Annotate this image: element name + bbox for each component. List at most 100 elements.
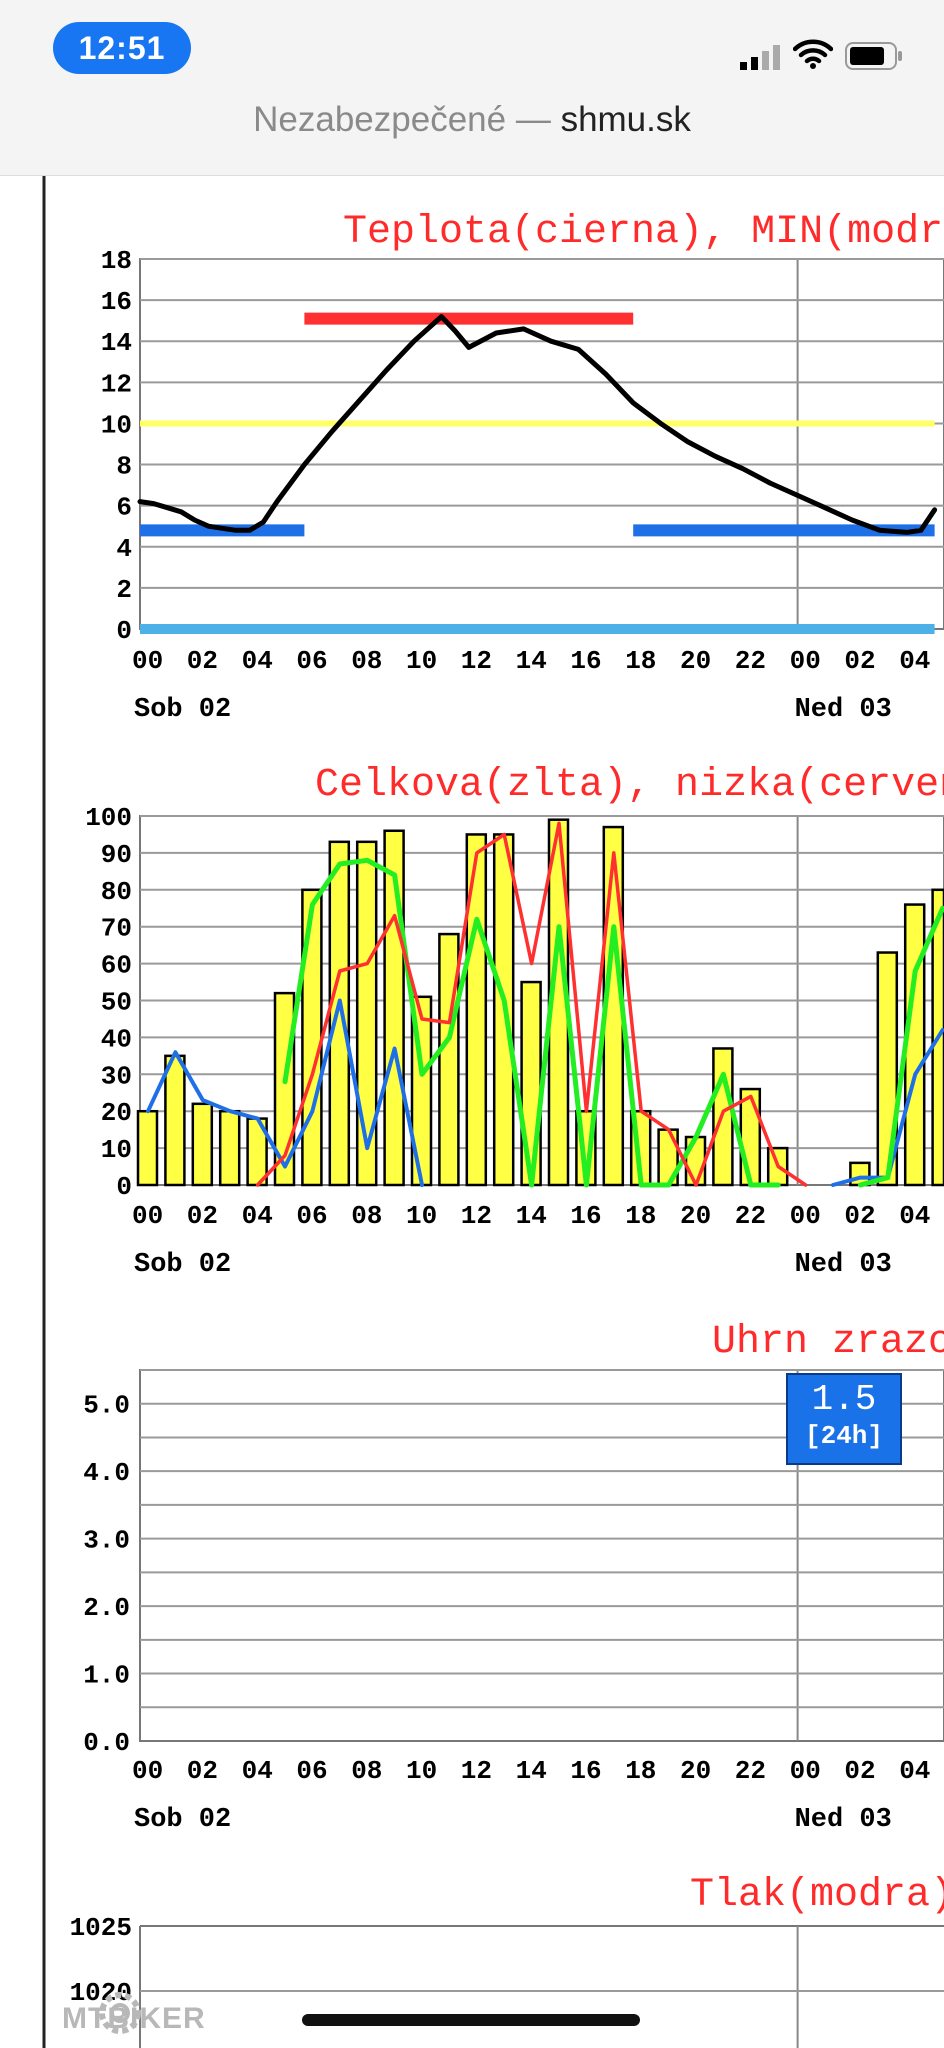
cloud-bar (191, 1102, 214, 1187)
y-tick-label: 12 (101, 369, 132, 399)
x-tick-label: 08 (351, 1756, 382, 1786)
y-tick-label: 14 (101, 328, 132, 358)
x-tick-label: 14 (516, 646, 547, 676)
y-tick-label: 0 (116, 1172, 132, 1202)
x-tick-label: 18 (625, 1756, 656, 1786)
x-tick-label: 02 (844, 1201, 875, 1231)
day-label: Sob 02 (134, 695, 231, 725)
wifi-icon (793, 39, 833, 69)
x-tick-label: 14 (516, 1756, 547, 1786)
x-tick-label: 04 (899, 1201, 930, 1231)
x-tick-label: 06 (296, 646, 327, 676)
x-tick-label: 10 (406, 646, 437, 676)
y-tick-label: 2.0 (83, 1593, 130, 1623)
y-tick-label: 0 (116, 616, 132, 646)
x-tick-label: 16 (570, 1756, 601, 1786)
url-host: shmu.sk (560, 100, 691, 139)
day-label: Ned 03 (795, 1805, 892, 1835)
y-tick-label: 1025 (70, 1913, 132, 1943)
x-tick-label: 22 (735, 1201, 766, 1231)
x-tick-label: 00 (790, 646, 821, 676)
rain-total-value: 1.5 (812, 1379, 877, 1420)
day-label: Ned 03 (795, 695, 892, 725)
y-tick-label: 8 (116, 452, 132, 482)
cellular-signal-icon (740, 45, 780, 70)
y-tick-label: 16 (101, 287, 132, 317)
x-tick-label: 16 (570, 1201, 601, 1231)
y-tick-label: 100 (85, 803, 132, 833)
x-tick-label: 04 (242, 1201, 273, 1231)
x-tick-label: 18 (625, 1201, 656, 1231)
security-label: Nezabezpečené — (253, 100, 551, 139)
status-bar: 12:51 Nezabezpečené — shmu.sk (0, 0, 944, 176)
x-tick-label: 04 (242, 646, 273, 676)
x-tick-label: 00 (132, 646, 163, 676)
y-tick-label: 18 (101, 246, 132, 276)
day-label: Sob 02 (134, 1805, 231, 1835)
x-tick-label: 00 (790, 1201, 821, 1231)
cloud-bar (465, 833, 488, 1187)
y-tick-label: 6 (116, 493, 132, 523)
y-tick-label: 4.0 (83, 1458, 130, 1488)
x-tick-label: 04 (899, 646, 930, 676)
y-tick-label: 20 (101, 1098, 132, 1128)
x-tick-label: 20 (680, 1756, 711, 1786)
x-tick-label: 10 (406, 1201, 437, 1231)
cloud-series-line (255, 821, 808, 1187)
page-content: Teplota(cierna), MIN(modra 0 2 4 6 8 10 12 14 16 1… (0, 176, 944, 2048)
cloud-bar (301, 888, 323, 1187)
y-tick-label: 30 (101, 1061, 132, 1091)
y-tick-label: 1.0 (83, 1661, 130, 1691)
x-tick-label: 10 (406, 1756, 437, 1786)
y-tick-label: 10 (101, 410, 132, 440)
cloud-bar (903, 903, 926, 1187)
y-tick-label: 0.0 (83, 1728, 130, 1758)
cloud-bar (218, 1109, 241, 1187)
chart-title: Uhrn zrazo (712, 1320, 944, 1365)
rain-total-period: [24h] (805, 1421, 883, 1451)
temperature-line (137, 314, 938, 535)
x-tick-label: 12 (461, 1201, 492, 1231)
x-tick-label: 04 (242, 1756, 273, 1786)
weather-charts: Teplota(cierna), MIN(modra02468101214161… (42, 176, 944, 2048)
x-tick-label: 22 (735, 646, 766, 676)
mtbiker-logo-icon (99, 1992, 141, 2034)
home-indicator[interactable] (302, 2014, 640, 2026)
battery-icon (845, 42, 902, 70)
x-tick-label: 12 (461, 646, 492, 676)
y-tick-label: 60 (101, 951, 132, 981)
clock-time: 12:51 (53, 22, 191, 74)
chart-title: Tlak(modra) (690, 1873, 944, 1918)
x-tick-label: 02 (187, 1201, 218, 1231)
chart-title: Teplota(cierna), MIN(modra (343, 210, 944, 255)
x-tick-label: 12 (461, 1756, 492, 1786)
y-tick-label: 40 (101, 1024, 132, 1054)
cloud-series-line (857, 905, 944, 1188)
day-label: Ned 03 (795, 1250, 892, 1280)
x-tick-label: 06 (296, 1201, 327, 1231)
address-bar[interactable]: Nezabezpečené — shmu.sk (0, 100, 944, 140)
cloud-bar (355, 840, 378, 1187)
y-tick-label: 10 (101, 1135, 132, 1165)
x-tick-label: 22 (735, 1756, 766, 1786)
cloud-bar (684, 1135, 707, 1187)
chart-title: Celkova(zlta), nizka(cerven (315, 763, 944, 808)
cloud-bar (136, 1109, 159, 1187)
x-tick-label: 02 (187, 1756, 218, 1786)
cloud-series-line (282, 857, 781, 1188)
x-tick-label: 14 (516, 1201, 547, 1231)
cloud-series-line (146, 998, 424, 1187)
x-tick-label: 08 (351, 1201, 382, 1231)
cloud-bar (438, 932, 460, 1187)
y-tick-label: 2 (116, 575, 132, 605)
x-tick-label: 06 (296, 1756, 327, 1786)
x-tick-label: 00 (790, 1756, 821, 1786)
rain-total-badge (786, 1373, 902, 1465)
x-tick-label: 04 (899, 1756, 930, 1786)
watermark-text: MTBIKER (62, 2002, 206, 2035)
y-tick-label: 50 (101, 988, 132, 1018)
cloud-bar (164, 1054, 186, 1187)
x-tick-label: 02 (844, 1756, 875, 1786)
y-tick-label: 3.0 (83, 1526, 130, 1556)
y-tick-label: 5.0 (83, 1391, 130, 1421)
